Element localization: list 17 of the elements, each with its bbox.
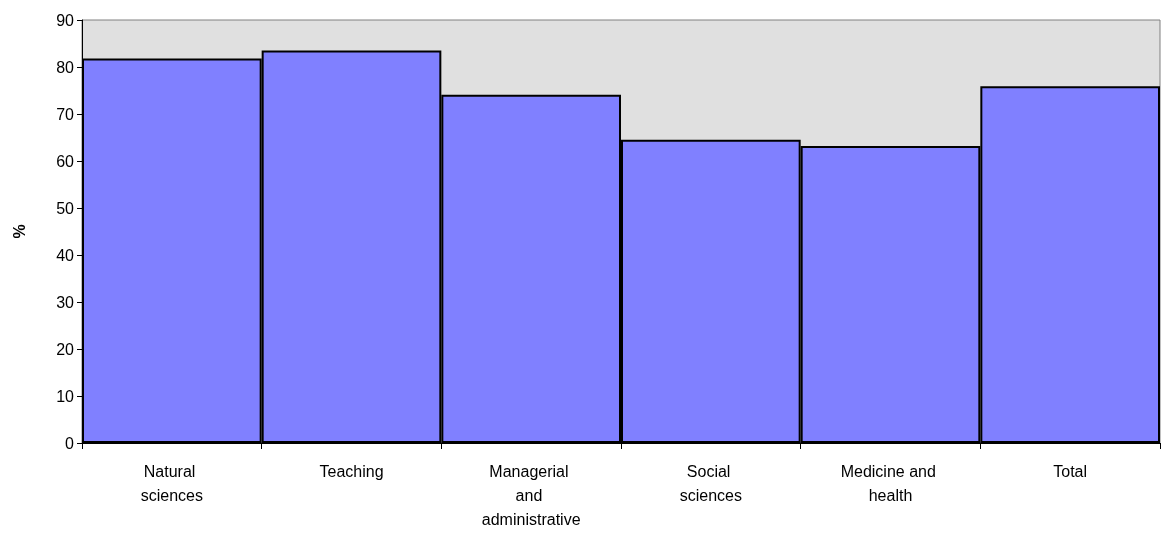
y-tick-label: 10: [56, 387, 75, 405]
y-tick-label: 80: [56, 58, 75, 76]
y-tick-label: 70: [56, 105, 75, 123]
y-tick-label: 30: [56, 293, 75, 311]
x-tick-label: Natural sciences: [140, 462, 203, 504]
x-tick-label: Total: [1053, 462, 1088, 480]
x-tick-label: Medicine and health: [840, 462, 941, 504]
x-tick-label: Managerial and administrative: [481, 462, 581, 528]
x-tick-label: Social sciences: [679, 462, 742, 504]
y-tick-label: 60: [56, 152, 75, 170]
y-tick-label: 40: [56, 246, 75, 264]
y-axis-title: %: [10, 224, 28, 239]
x-tick-label: Teaching: [319, 462, 384, 480]
y-tick-label: 20: [56, 340, 75, 358]
y-tick-label: 0: [65, 434, 75, 452]
y-tick-label: 50: [56, 199, 75, 217]
y-tick-label: 90: [56, 11, 75, 29]
